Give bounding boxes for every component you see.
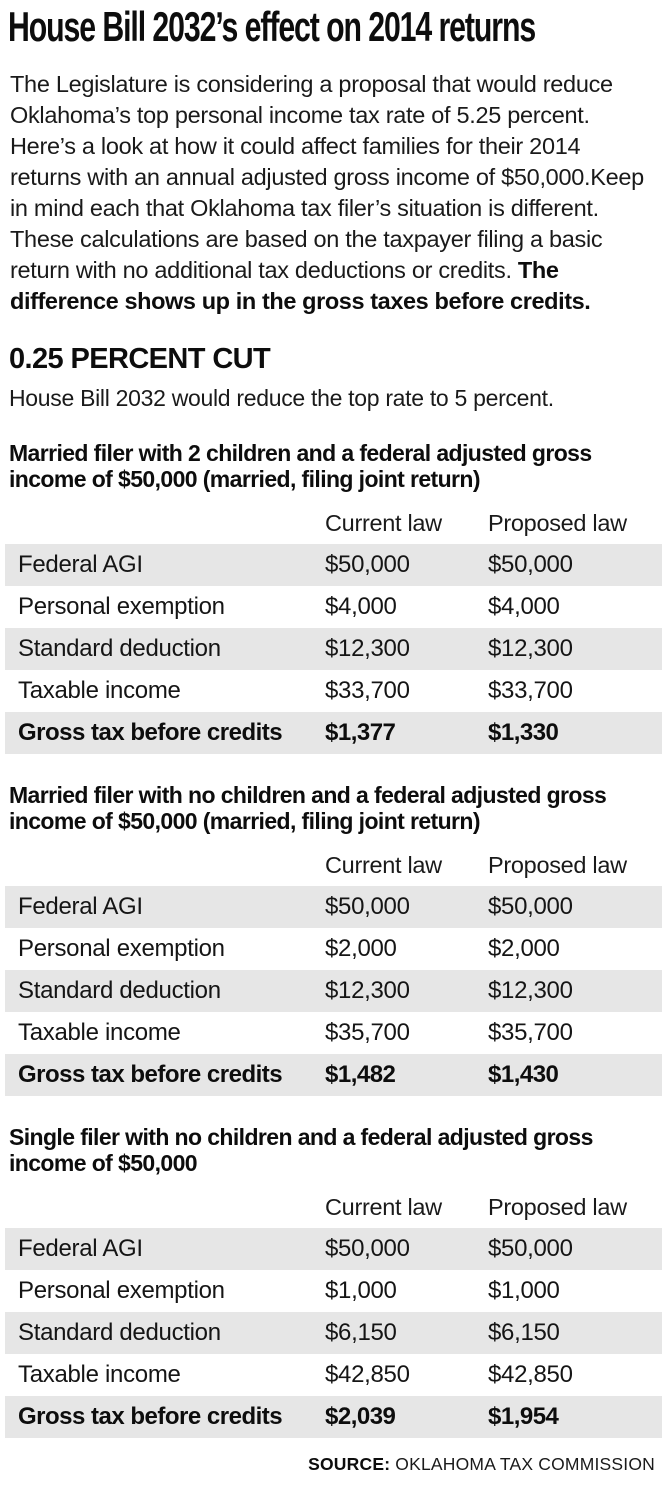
table-row: Standard deduction $6,150 $6,150 — [5, 1312, 662, 1355]
source-label: SOURCE: — [308, 1454, 391, 1475]
current-value: $12,300 — [325, 635, 410, 663]
current-value: $4,000 — [325, 593, 397, 621]
row-label: Standard deduction — [18, 1319, 221, 1347]
current-value: $6,150 — [325, 1319, 397, 1347]
proposed-value: $1,430 — [488, 1061, 559, 1089]
row-label: Taxable income — [18, 1361, 181, 1389]
column-header-current: Current law — [325, 510, 442, 537]
table-row-total: Gross tax before credits $1,482 $1,430 — [5, 1054, 662, 1097]
row-label: Federal AGI — [18, 551, 143, 579]
source-value: OKLAHOMA TAX COMMISSION — [390, 1454, 655, 1475]
current-value: $2,039 — [325, 1403, 396, 1431]
proposed-value: $33,700 — [488, 677, 573, 705]
row-label: Gross tax before credits — [18, 1403, 283, 1431]
tax-table: Current law Proposed law Federal AGI $50… — [5, 1194, 662, 1439]
proposed-value: $50,000 — [488, 893, 573, 921]
table-row: Federal AGI $50,000 $50,000 — [5, 1228, 662, 1271]
section-heading: 0.25 PERCENT CUT — [9, 343, 271, 376]
current-value: $50,000 — [325, 893, 410, 921]
table-header-row: Current law Proposed law — [5, 1194, 662, 1228]
proposed-value: $35,700 — [488, 1019, 573, 1047]
table-row-total: Gross tax before credits $2,039 $1,954 — [5, 1396, 662, 1439]
column-header-current: Current law — [325, 852, 442, 879]
table-row: Personal exemption $2,000 $2,000 — [5, 928, 662, 970]
current-value: $33,700 — [325, 677, 410, 705]
current-value: $1,482 — [325, 1061, 396, 1089]
table-title: Married filer with no children and a fed… — [9, 782, 607, 835]
table-row: Taxable income $35,700 $35,700 — [5, 1012, 662, 1054]
row-label: Taxable income — [18, 677, 181, 705]
current-value: $35,700 — [325, 1019, 410, 1047]
table-row: Personal exemption $4,000 $4,000 — [5, 586, 662, 628]
column-header-proposed: Proposed law — [488, 852, 627, 879]
table-header-row: Current law Proposed law — [5, 510, 662, 544]
row-label: Personal exemption — [18, 593, 225, 621]
proposed-value: $12,300 — [488, 977, 573, 1005]
source-line: SOURCE: OKLAHOMA TAX COMMISSION — [0, 1454, 655, 1475]
table-row: Federal AGI $50,000 $50,000 — [5, 886, 662, 929]
table-title: Single filer with no children and a fede… — [9, 1124, 593, 1177]
proposed-value: $42,850 — [488, 1361, 573, 1389]
proposed-value: $50,000 — [488, 1235, 573, 1263]
table-row: Taxable income $33,700 $33,700 — [5, 670, 662, 712]
row-label: Personal exemption — [18, 935, 225, 963]
table-block-married-no-children: Married filer with no children and a fed… — [0, 782, 667, 1097]
current-value: $1,377 — [325, 719, 396, 747]
table-row: Standard deduction $12,300 $12,300 — [5, 628, 662, 671]
table-block-married-2-children: Married filer with 2 children and a fede… — [0, 440, 667, 755]
table-row: Taxable income $42,850 $42,850 — [5, 1354, 662, 1396]
table-row: Federal AGI $50,000 $50,000 — [5, 544, 662, 587]
column-header-current: Current law — [325, 1194, 442, 1221]
intro-paragraph: The Legislature is considering a proposa… — [10, 69, 657, 317]
row-label: Federal AGI — [18, 1235, 143, 1263]
row-label: Taxable income — [18, 1019, 181, 1047]
section-subtitle: House Bill 2032 would reduce the top rat… — [9, 385, 554, 412]
proposed-value: $1,000 — [488, 1277, 560, 1305]
row-label: Gross tax before credits — [18, 1061, 283, 1089]
proposed-value: $6,150 — [488, 1319, 560, 1347]
proposed-value: $4,000 — [488, 593, 560, 621]
proposed-value: $50,000 — [488, 551, 573, 579]
row-label: Federal AGI — [18, 893, 143, 921]
headline: House Bill 2032’s effect on 2014 returns — [8, 3, 536, 50]
table-row: Standard deduction $12,300 $12,300 — [5, 970, 662, 1013]
row-label: Personal exemption — [18, 1277, 225, 1305]
row-label: Standard deduction — [18, 635, 221, 663]
current-value: $1,000 — [325, 1277, 397, 1305]
column-header-proposed: Proposed law — [488, 1194, 627, 1221]
current-value: $50,000 — [325, 551, 410, 579]
tax-table: Current law Proposed law Federal AGI $50… — [5, 852, 662, 1097]
current-value: $12,300 — [325, 977, 410, 1005]
intro-text: The Legislature is considering a proposa… — [10, 71, 644, 284]
proposed-value: $12,300 — [488, 635, 573, 663]
table-block-single-no-children: Single filer with no children and a fede… — [0, 1124, 667, 1439]
proposed-value: $1,330 — [488, 719, 559, 747]
proposed-value: $1,954 — [488, 1403, 559, 1431]
intro-emphasis: The difference shows up in the gross tax… — [10, 257, 591, 315]
table-row-total: Gross tax before credits $1,377 $1,330 — [5, 712, 662, 755]
row-label: Gross tax before credits — [18, 719, 283, 747]
row-label: Standard deduction — [18, 977, 221, 1005]
current-value: $2,000 — [325, 935, 397, 963]
proposed-value: $2,000 — [488, 935, 560, 963]
tax-table: Current law Proposed law Federal AGI $50… — [5, 510, 662, 755]
table-header-row: Current law Proposed law — [5, 852, 662, 886]
column-header-proposed: Proposed law — [488, 510, 627, 537]
current-value: $50,000 — [325, 1235, 410, 1263]
table-title: Married filer with 2 children and a fede… — [9, 440, 592, 493]
current-value: $42,850 — [325, 1361, 410, 1389]
table-row: Personal exemption $1,000 $1,000 — [5, 1270, 662, 1312]
